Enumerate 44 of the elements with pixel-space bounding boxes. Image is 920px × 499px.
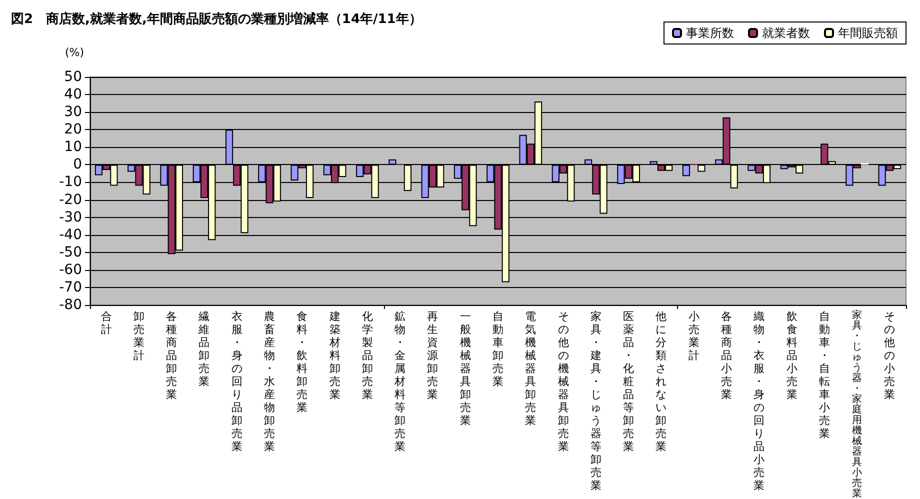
x-tick-label: 建築材料卸売業 <box>328 310 340 401</box>
y-tick-label: -60 <box>59 262 82 278</box>
x-tick-label: 小売業計 <box>688 310 700 362</box>
y-tick-label: -80 <box>59 297 82 313</box>
x-tick-label: 合計 <box>100 310 112 336</box>
x-tick-label: 繊維品卸売業 <box>198 310 210 388</box>
y-tick-label: -20 <box>59 192 82 208</box>
y-tick-label: -70 <box>59 279 82 296</box>
category-label: 電気機械器具卸売業 <box>525 310 536 427</box>
y-tick-label: -10 <box>59 174 82 190</box>
category-label: 自動車・自転車小売業 <box>818 310 830 440</box>
category-label: 他に分類されない卸売業 <box>656 310 667 453</box>
y-tick-label: -30 <box>59 209 82 226</box>
x-tick-label: 化学製品卸売業 <box>362 310 373 401</box>
category-label: 一般機械器具卸売業 <box>460 310 471 427</box>
x-tick-label: 各種商品小売業 <box>720 310 732 401</box>
y-tick-label: 10 <box>64 139 82 156</box>
category-label: 家具・じゅう器・家庭用機械器具小売業 <box>852 310 862 499</box>
x-tick-label: 再生資源卸売業 <box>427 310 438 401</box>
chart-title: 図2 商店数,就業者数,年間商品販売額の業種別増減率（14年/11年） <box>11 11 422 27</box>
x-tick-label: その他の小売業 <box>884 310 896 401</box>
x-tick-label: 食料・飲料卸売業 <box>296 310 308 414</box>
category-label: 医薬品・化粧品等卸売業 <box>623 310 634 453</box>
category-label: 鉱物・金属材料等卸売業 <box>394 310 406 453</box>
legend-label: 年間販売額 <box>838 26 898 40</box>
y-tick-label: -50 <box>59 244 82 260</box>
y-tick-label: 30 <box>64 104 82 120</box>
x-tick-label: 卸売業計 <box>133 310 144 362</box>
x-tick-label: 自動車卸売業 <box>492 310 504 388</box>
y-tick-label: 50 <box>64 69 82 85</box>
legend-label: 事業所数 <box>686 26 734 40</box>
x-tick-label: 飲食料品小売業 <box>786 310 798 401</box>
y-tick-label: -40 <box>59 226 82 243</box>
y-tick-label: 40 <box>64 86 82 103</box>
legend-label: 就業者数 <box>762 26 810 40</box>
y-axis-title: (%) <box>65 46 84 59</box>
category-label: 衣服・身の回り品卸売業 <box>231 310 242 453</box>
category-label: 農畜産物・水産物卸売業 <box>264 310 276 453</box>
x-tick-label: 各種商品卸売業 <box>166 310 178 401</box>
y-tick-label: 20 <box>64 122 82 138</box>
category-label: 家具・建具・じゅう器等卸売業 <box>590 310 602 492</box>
category-label: その他の機械器具卸売業 <box>558 310 569 453</box>
category-label: 織物・衣服・身の回り品小売業 <box>754 310 765 492</box>
y-tick-label: 0 <box>73 156 82 173</box>
